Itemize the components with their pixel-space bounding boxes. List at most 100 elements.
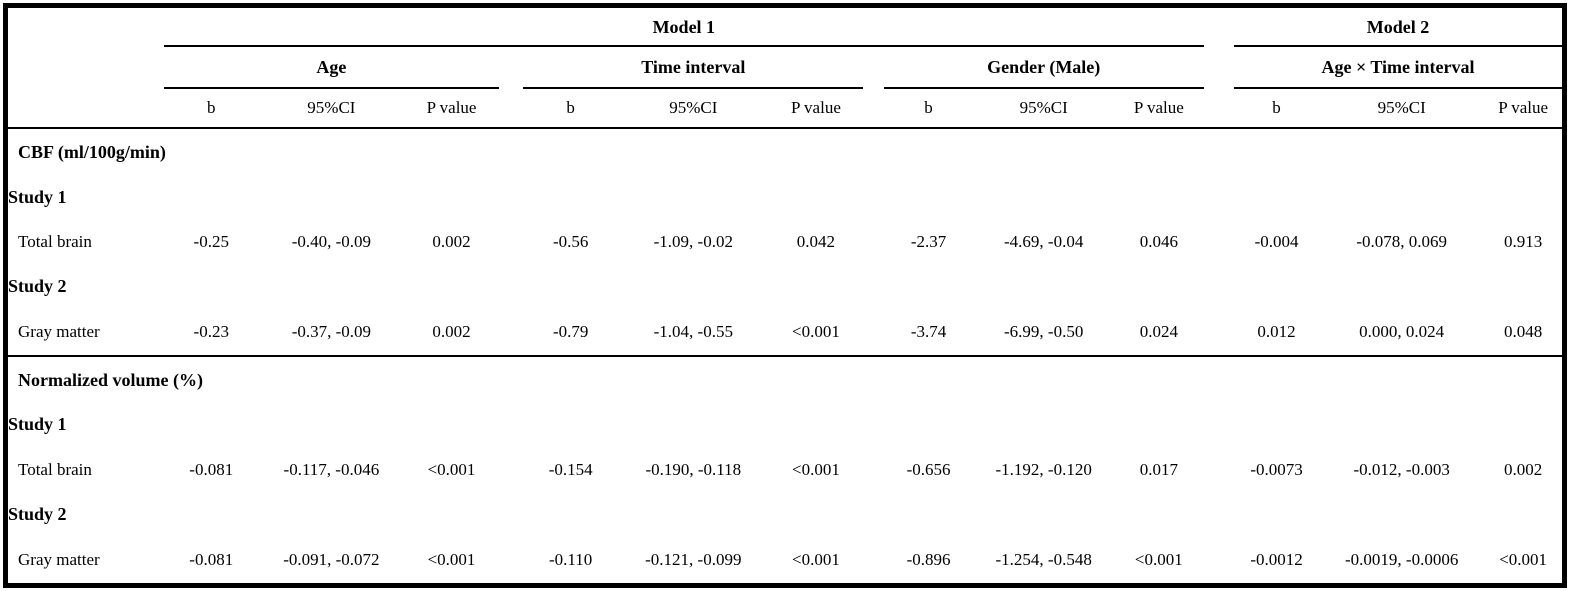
spacer-cell <box>499 535 523 585</box>
section-title: CBF (ml/100g/min) <box>18 142 166 163</box>
col-header-p: P value <box>403 88 500 129</box>
value-cell: -0.110 <box>549 549 593 569</box>
spacer-cell <box>499 218 523 265</box>
col-header-p: P value <box>1484 88 1565 129</box>
value-cell: 0.002 <box>432 231 471 251</box>
value-cell: 0.000, 0.024 <box>1359 321 1445 341</box>
study-label: Study 1 <box>8 186 67 207</box>
col-header-ci: 95%CI <box>1319 88 1485 129</box>
spacer-cell <box>863 307 883 356</box>
value-cell: -0.40, -0.09 <box>291 231 372 251</box>
spacer-cell <box>1204 535 1234 585</box>
spacer-cell <box>1204 446 1234 493</box>
spacer-cell <box>1204 6 1234 47</box>
spacer-cell <box>499 307 523 356</box>
data-row: Total brain -0.25 -0.40, -0.09 0.002 -0.56 -1… <box>6 218 1565 265</box>
value-cell: -0.0073 <box>1250 459 1303 479</box>
col-header-ci: 95%CI <box>973 88 1114 129</box>
value-cell: -4.69, -0.04 <box>1004 231 1084 251</box>
group-gender-header: Gender (Male) <box>883 46 1204 89</box>
value-cell: -3.74 <box>910 321 947 341</box>
value-cell: <0.001 <box>1499 549 1548 569</box>
empty-cell <box>6 6 164 47</box>
value-cell: -0.656 <box>906 459 951 479</box>
value-cell: -0.012, -0.003 <box>1353 459 1450 479</box>
value-cell: -0.004 <box>1254 231 1299 251</box>
value-cell: -0.117, -0.046 <box>283 459 380 479</box>
empty-cell <box>164 265 1565 307</box>
spacer-cell <box>863 46 883 88</box>
value-cell: -0.0019, -0.0006 <box>1345 549 1459 569</box>
model1-header: Model 1 <box>163 5 1204 47</box>
value-cell: -1.04, -0.55 <box>653 321 733 341</box>
value-cell: -0.190, -0.118 <box>645 459 742 479</box>
table-body: CBF (ml/100g/min) Study 1 Total brain -0.25… <box>5 128 1565 586</box>
col-header-b: b <box>1233 88 1320 129</box>
value-cell: 0.002 <box>432 321 471 341</box>
value-cell: -1.09, -0.02 <box>653 231 733 251</box>
empty-cell <box>6 46 164 88</box>
spacer-cell <box>1203 88 1234 129</box>
study-label: Study 2 <box>8 276 67 297</box>
value-cell: -0.091, -0.072 <box>283 549 380 569</box>
section-row: Normalized volume (%) <box>5 354 1565 404</box>
row-label: Total brain <box>18 459 92 479</box>
value-cell: 0.042 <box>796 231 836 251</box>
value-cell: <0.001 <box>792 549 840 569</box>
value-cell: <0.001 <box>792 321 840 341</box>
spacer-cell <box>863 218 883 265</box>
study-row: Study 1 <box>6 175 1565 217</box>
value-cell: <0.001 <box>427 549 476 569</box>
regression-results-table: Model 1 Model 2 Age Time interval Gender… <box>3 3 1567 588</box>
value-cell: -0.25 <box>193 231 229 251</box>
spacer-cell <box>499 446 523 493</box>
statistic-header-row: b 95%CI P value b 95%CI P value b 95%CI … <box>5 88 1565 129</box>
col-header-p: P value <box>1113 88 1204 129</box>
data-row: Gray matter -0.081 -0.091, -0.072 <0.001 -0.… <box>6 535 1565 585</box>
value-cell: -0.081 <box>189 549 234 569</box>
value-cell: -6.99, -0.50 <box>1004 321 1084 341</box>
model2-header: Model 2 <box>1233 5 1565 47</box>
col-header-ci: 95%CI <box>618 88 769 129</box>
spacer-cell <box>1204 218 1234 265</box>
value-cell: -0.79 <box>552 321 589 341</box>
spacer-cell <box>863 446 883 493</box>
study-row: Study 2 <box>6 493 1565 535</box>
value-cell: -0.896 <box>906 549 951 569</box>
value-cell: 0.046 <box>1139 231 1178 251</box>
spacer-cell <box>499 88 524 129</box>
model-header-row: Model 1 Model 2 <box>6 5 1565 47</box>
value-cell: 0.017 <box>1139 459 1178 479</box>
col-header-b: b <box>163 88 259 129</box>
value-cell: 0.002 <box>1504 459 1543 479</box>
value-cell: -0.121, -0.099 <box>645 549 742 569</box>
study-row: Study 2 <box>6 265 1565 307</box>
spacer-cell <box>863 535 883 585</box>
row-label: Gray matter <box>18 321 100 341</box>
data-row: Total brain -0.081 -0.117, -0.046 <0.001 -0.… <box>6 446 1565 493</box>
data-row: Gray matter -0.23 -0.37, -0.09 0.002 -0.79 -1… <box>6 307 1565 356</box>
value-cell: -0.154 <box>548 459 593 479</box>
study-label: Study 2 <box>8 504 67 525</box>
group-age-header: Age <box>163 46 500 89</box>
study-row: Study 1 <box>6 403 1565 445</box>
row-label: Gray matter <box>18 549 100 569</box>
spacer-cell <box>863 88 884 129</box>
empty-cell <box>164 493 1565 535</box>
value-cell: <0.001 <box>1134 549 1183 569</box>
empty-cell <box>164 403 1565 445</box>
section-row: CBF (ml/100g/min) <box>6 128 1565 175</box>
study-label: Study 1 <box>8 414 67 435</box>
value-cell: -0.56 <box>552 231 589 251</box>
row-label: Total brain <box>18 231 92 251</box>
predictor-header-row: Age Time interval Gender (Male) Age × Ti… <box>6 46 1565 89</box>
value-cell: <0.001 <box>427 459 476 479</box>
empty-cell <box>164 175 1565 217</box>
group-age-time-interval-header: Age × Time interval <box>1233 46 1565 89</box>
value-cell: 0.024 <box>1139 321 1178 341</box>
col-header-ci: 95%CI <box>258 88 404 129</box>
value-cell: -0.0012 <box>1250 549 1303 569</box>
value-cell: 0.012 <box>1257 321 1296 341</box>
spacer-cell <box>1204 46 1234 88</box>
